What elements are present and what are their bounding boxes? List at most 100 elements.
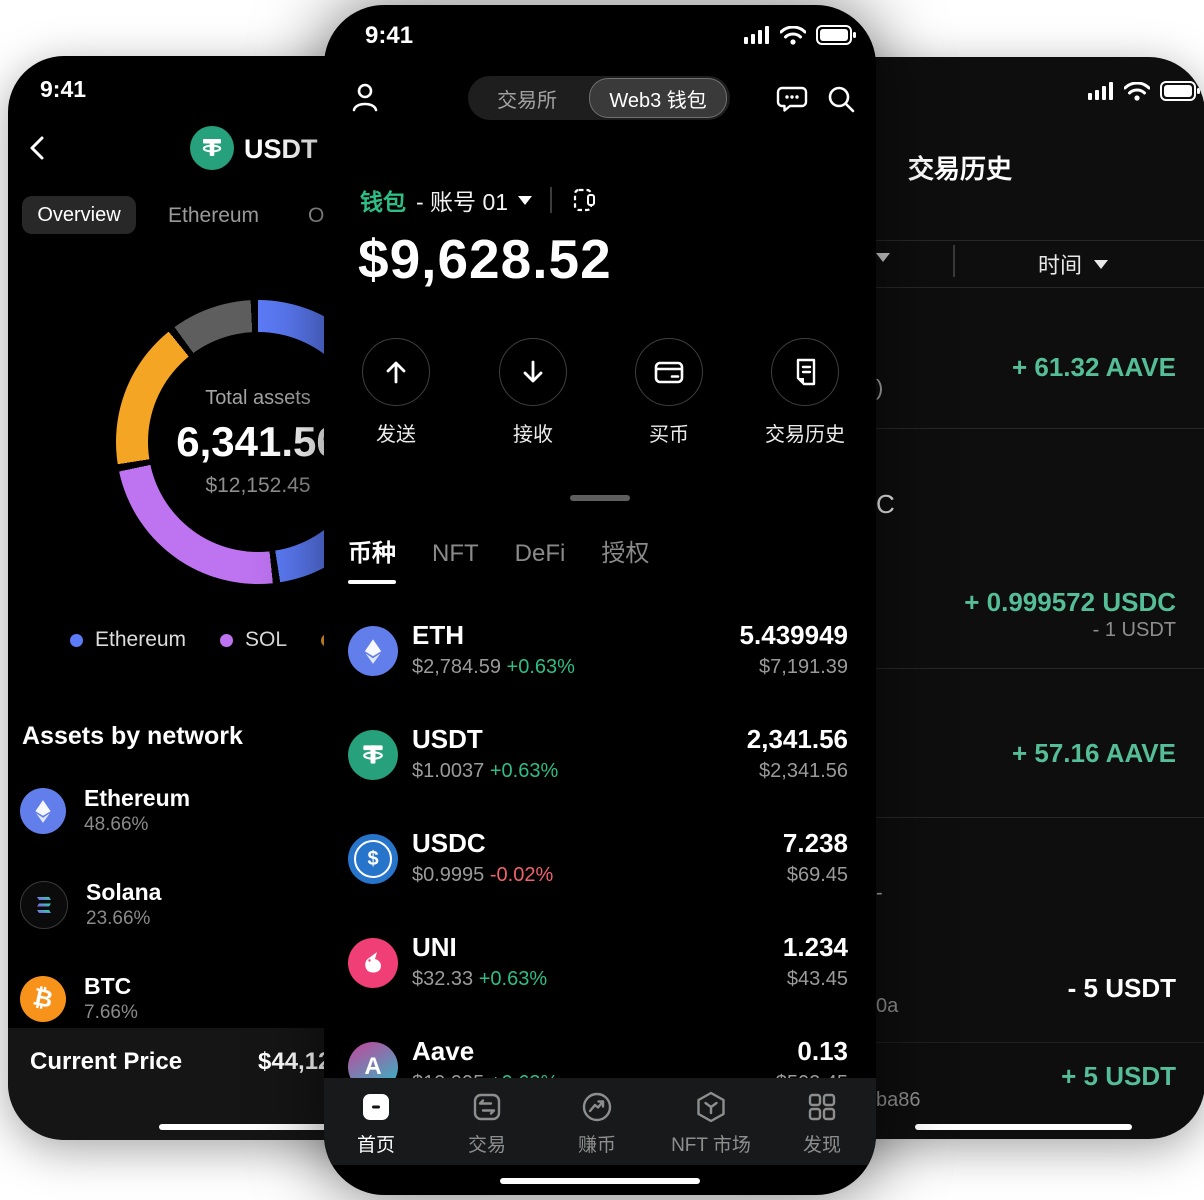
token-price-change: $1.0037 +0.63% [412, 760, 558, 783]
token-change: +0.63% [478, 968, 548, 990]
tab-approvals[interactable]: 授权 [601, 533, 649, 584]
nav-home[interactable]: 首页 [324, 1090, 431, 1157]
hidden-filter-caret-icon[interactable] [876, 253, 890, 262]
battery-icon [1160, 81, 1200, 101]
token-price-change: $2,784.59 +0.63% [412, 656, 575, 679]
tx-amount[interactable]: + 57.16 AAVE [1011, 738, 1176, 768]
total-assets-value: 6,341.56 [176, 417, 340, 465]
network-pct: 23.66% [86, 908, 151, 930]
tab-ethereum[interactable]: Ethereum [168, 204, 259, 228]
coin-title: USDT [244, 134, 318, 164]
total-balance: $9,628.52 [358, 228, 612, 290]
legend-label-sol: SOL [245, 628, 288, 651]
tab-overview-label: Overview [37, 203, 121, 226]
profile-button[interactable] [350, 81, 380, 113]
battery-icon [816, 25, 856, 45]
support-chat-button[interactable] [776, 83, 808, 115]
account-selector[interactable]: 钱包 - 账号 01 [360, 183, 598, 217]
tab-ethereum-label: Ethereum [168, 204, 260, 227]
status-time: 9:41 [365, 22, 414, 49]
token-change: -0.02% [489, 864, 554, 886]
network-row-solana[interactable]: Solana 23.66% [20, 873, 400, 937]
search-button[interactable] [826, 84, 856, 114]
chat-icon [776, 86, 808, 112]
token-row-uni[interactable]: UNI $32.33 +0.63% 1.234 $43.45 [324, 912, 876, 1016]
person-icon [352, 83, 378, 112]
divider [700, 240, 1204, 241]
token-symbol: ETH [412, 620, 464, 650]
tx-amount[interactable]: + 5 USDT [1061, 1061, 1176, 1091]
center-phone: 9:41 交易所 Web3 钱包 钱包 - 账号 01 $9,628.52 [324, 5, 876, 1195]
time-filter-label: 时间 [1038, 253, 1083, 278]
token-change: +0.63% [489, 760, 559, 782]
token-price-change: $0.9995 -0.02% [412, 864, 553, 887]
network-row-btc[interactable]: ₿ BTC 7.66% [20, 967, 400, 1031]
current-price-label: Current Price [30, 1048, 183, 1075]
total-assets-label: Total assets [205, 386, 311, 409]
tab-overview[interactable]: Overview [22, 196, 136, 234]
ethereum-icon [20, 788, 66, 834]
wifi-icon [1124, 81, 1150, 101]
tab-defi-label: DeFi [514, 540, 566, 567]
segment-exchange[interactable]: 交易所 [468, 84, 586, 113]
home-indicator[interactable] [159, 1124, 374, 1130]
segment-web3-wallet-label: Web3 钱包 [609, 89, 707, 112]
tx-amount[interactable]: - 5 USDT [1067, 973, 1176, 1003]
token-row-eth[interactable]: ETH $2,784.59 +0.63% 5.439949 $7,191.39 [324, 600, 876, 704]
legend-dot-sol [220, 633, 234, 647]
nav-nft-market[interactable]: NFT 市场 [656, 1090, 766, 1157]
token-amount: 7.238 [782, 828, 848, 858]
tab-defi[interactable]: DeFi [515, 540, 566, 584]
receive-label: 接收 [513, 424, 553, 446]
receive-button[interactable]: 接收 [478, 338, 588, 447]
usdt-icon [348, 730, 398, 780]
nav-home-label: 首页 [356, 1135, 395, 1156]
watch-address-icon[interactable] [570, 186, 598, 214]
network-row-ethereum[interactable]: Ethereum 48.66% [20, 779, 400, 843]
history-button[interactable]: 交易历史 [750, 338, 860, 447]
token-row-usdt[interactable]: USDT $1.0037 +0.63% 2,341.56 $2,341.56 [324, 704, 876, 808]
home-indicator[interactable] [915, 1124, 1132, 1130]
legend-ethereum: Ethereum [70, 628, 186, 652]
tab-third[interactable]: O [308, 204, 324, 228]
tab-coins-label: 币种 [348, 540, 396, 567]
tx-amount[interactable]: + 0.999572 USDC [964, 587, 1176, 617]
network-pct: 7.66% [84, 1002, 138, 1024]
divider [700, 287, 1204, 288]
document-icon [771, 338, 839, 406]
token-row-usdc[interactable]: $ USDC $0.9995 -0.02% 7.238 $69.45 [324, 808, 876, 912]
nav-discover[interactable]: 发现 [767, 1090, 876, 1157]
sheet-drag-handle[interactable] [570, 495, 630, 501]
tx-amount[interactable]: + 61.32 AAVE [1011, 352, 1176, 382]
usdc-icon: $ [348, 834, 398, 884]
time-filter-dropdown[interactable]: 时间 [1038, 248, 1109, 280]
nav-earn[interactable]: 赚币 [542, 1090, 652, 1157]
home-indicator[interactable] [500, 1178, 700, 1184]
send-button[interactable]: 发送 [341, 338, 451, 447]
token-symbol: USDC [412, 828, 486, 858]
arrow-up-icon [362, 338, 430, 406]
nav-earn-label: 赚币 [577, 1135, 616, 1156]
network-name: Solana [86, 879, 162, 906]
divider [550, 187, 553, 213]
swap-icon [432, 1090, 542, 1124]
status-icons [1088, 81, 1200, 101]
tab-coins[interactable]: 币种 [348, 533, 396, 584]
signal-icon [1088, 82, 1113, 100]
nav-trade[interactable]: 交易 [432, 1090, 542, 1157]
page-title: 交易历史 [908, 154, 1013, 184]
token-price: $0.9995 [412, 864, 485, 886]
asset-tabs: 币种 NFT DeFi 授权 [348, 533, 649, 584]
token-amount: 1.234 [782, 932, 848, 962]
clipped-text-fragment: ) [876, 375, 884, 400]
legend-dot-ethereum [70, 633, 83, 647]
buy-crypto-button[interactable]: 买币 [614, 338, 724, 447]
back-button[interactable] [24, 134, 52, 162]
tab-nft[interactable]: NFT [432, 540, 479, 584]
tether-icon [190, 126, 234, 170]
segment-web3-wallet[interactable]: Web3 钱包 [589, 78, 727, 118]
grid-icon [767, 1090, 876, 1124]
dollar-glyph: $ [354, 840, 392, 878]
tx-sub-amount: - 1 USDT [1092, 619, 1176, 641]
